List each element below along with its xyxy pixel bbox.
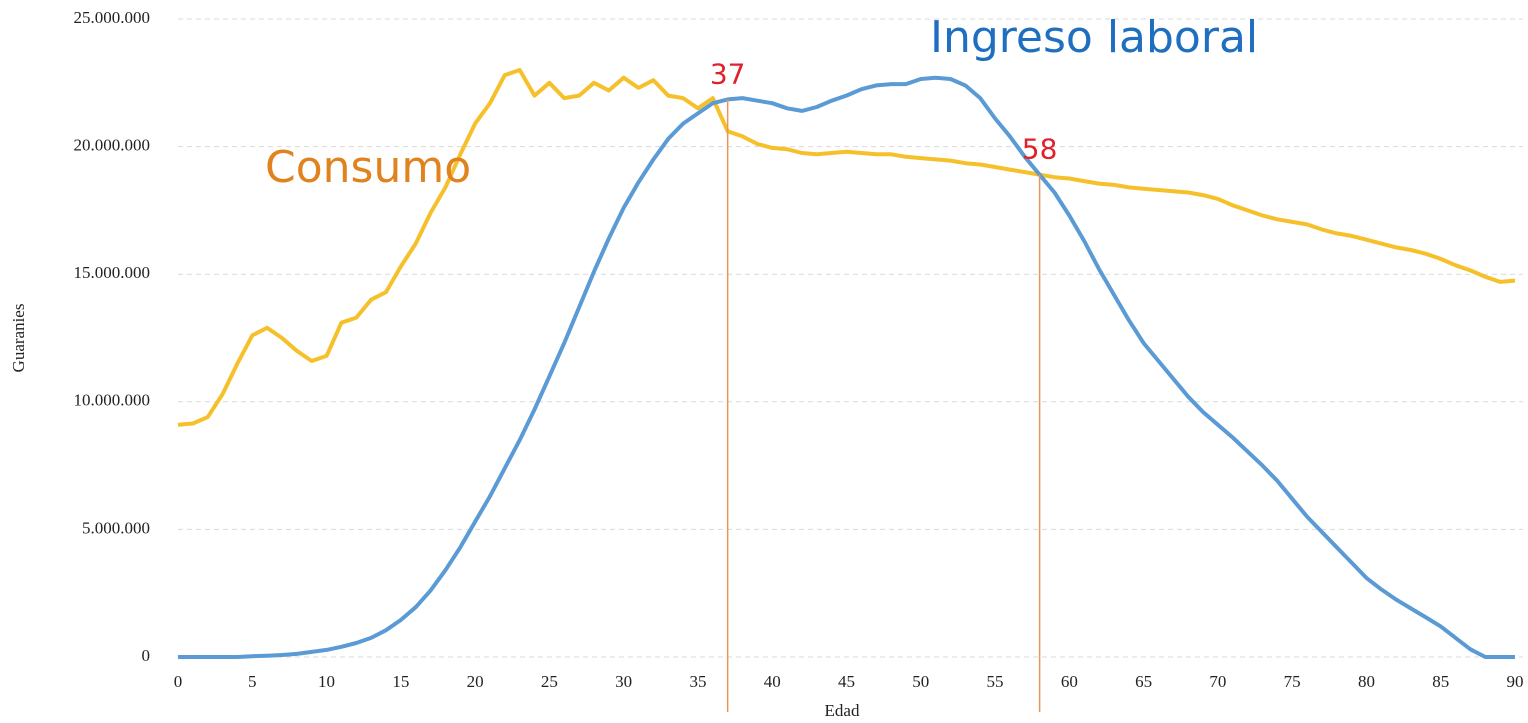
x-tick-label: 0 xyxy=(174,672,183,691)
x-tick-label: 25 xyxy=(541,672,558,691)
x-tick-label: 75 xyxy=(1284,672,1301,691)
x-tick-label: 50 xyxy=(912,672,929,691)
series-line xyxy=(177,68,1516,427)
x-tick-label: 10 xyxy=(318,672,335,691)
x-tick-label: 90 xyxy=(1507,672,1524,691)
x-tick-label: 70 xyxy=(1209,672,1226,691)
x-tick-label: 5 xyxy=(248,672,257,691)
x-tick-label: 80 xyxy=(1358,672,1375,691)
x-axis-label: Edad xyxy=(825,701,860,720)
marker-label: 58 xyxy=(1022,133,1058,166)
x-tick-label: 60 xyxy=(1061,672,1078,691)
y-tick-label: 20.000.000 xyxy=(74,136,151,155)
x-tick-label: 85 xyxy=(1432,672,1449,691)
series-line xyxy=(178,75,1515,659)
y-tick-label: 5.000.000 xyxy=(82,518,150,537)
series-label: Consumo xyxy=(265,142,471,193)
x-tick-label: 15 xyxy=(392,672,409,691)
x-tick-label: 40 xyxy=(764,672,781,691)
x-tick-label: 55 xyxy=(987,672,1004,691)
marker-label: 37 xyxy=(710,57,746,90)
y-axis-label: Guaranies xyxy=(9,304,28,373)
y-tick-label: 0 xyxy=(142,646,151,665)
y-tick-label: 25.000.000 xyxy=(74,8,151,27)
y-tick-label: 10.000.000 xyxy=(74,391,151,410)
x-tick-label: 20 xyxy=(467,672,484,691)
x-tick-label: 65 xyxy=(1135,672,1152,691)
y-tick-label: 15.000.000 xyxy=(74,263,151,282)
series-label: Ingreso laboral xyxy=(930,12,1258,63)
x-tick-label: 35 xyxy=(689,672,706,691)
x-tick-label: 45 xyxy=(838,672,855,691)
x-tick-label: 30 xyxy=(615,672,632,691)
